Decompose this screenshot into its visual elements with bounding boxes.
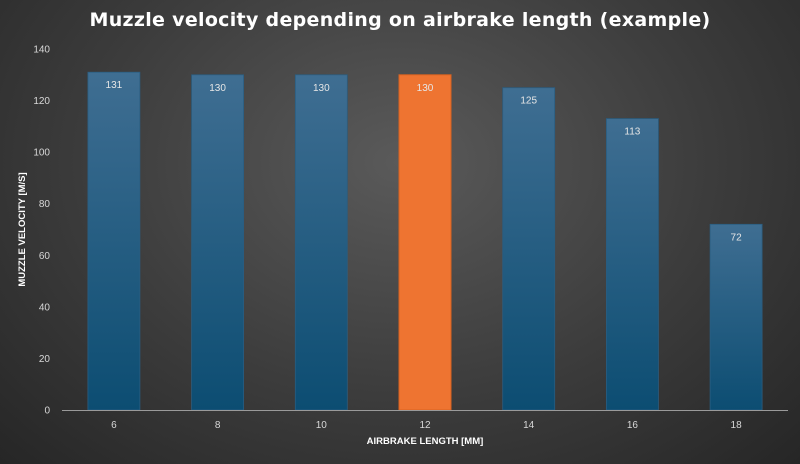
data-label-14: 125 bbox=[520, 96, 537, 107]
y-tick-label: 0 bbox=[44, 406, 50, 417]
data-labels-group: 131 130 130 130 125 113 72 bbox=[106, 80, 743, 243]
y-tick-label: 20 bbox=[39, 354, 51, 365]
y-tick-label: 140 bbox=[33, 45, 50, 56]
y-tick-label: 40 bbox=[39, 302, 51, 313]
data-label-18: 72 bbox=[731, 232, 743, 243]
bars-group bbox=[87, 71, 763, 411]
x-tick-label: 10 bbox=[316, 420, 328, 431]
y-tick-label: 80 bbox=[39, 199, 51, 210]
data-label-8: 130 bbox=[209, 83, 226, 94]
y-tick-label: 120 bbox=[33, 96, 50, 107]
x-tick-label: 18 bbox=[731, 420, 743, 431]
bar-8 bbox=[191, 74, 245, 411]
x-tick-label: 6 bbox=[111, 420, 117, 431]
y-tick-label: 60 bbox=[39, 251, 51, 262]
x-axis-title: AIRBRAKE LENGTH [MM] bbox=[367, 436, 484, 447]
bar-16 bbox=[606, 118, 659, 411]
y-axis-ticks: 0 20 40 60 80 100 120 140 bbox=[33, 45, 50, 417]
bar-12 bbox=[398, 74, 452, 411]
y-tick-label: 100 bbox=[33, 148, 50, 159]
data-label-10: 130 bbox=[313, 83, 330, 94]
bar-10 bbox=[294, 74, 348, 411]
y-axis-title: MUZZLE VELOCITY [M/S] bbox=[17, 172, 28, 286]
data-label-16: 113 bbox=[624, 127, 640, 138]
x-axis-ticks: 6 8 10 12 14 16 18 bbox=[111, 420, 742, 431]
bar-6 bbox=[87, 71, 141, 411]
x-tick-label: 8 bbox=[215, 420, 221, 431]
bar-18 bbox=[709, 223, 763, 411]
x-tick-label: 14 bbox=[523, 420, 535, 431]
data-label-6: 131 bbox=[106, 80, 123, 91]
x-tick-label: 12 bbox=[419, 420, 431, 431]
chart-title: Muzzle velocity depending on airbrake le… bbox=[89, 9, 711, 31]
bar-14 bbox=[502, 87, 556, 411]
x-tick-label: 16 bbox=[627, 420, 639, 431]
data-label-12: 130 bbox=[417, 83, 434, 94]
